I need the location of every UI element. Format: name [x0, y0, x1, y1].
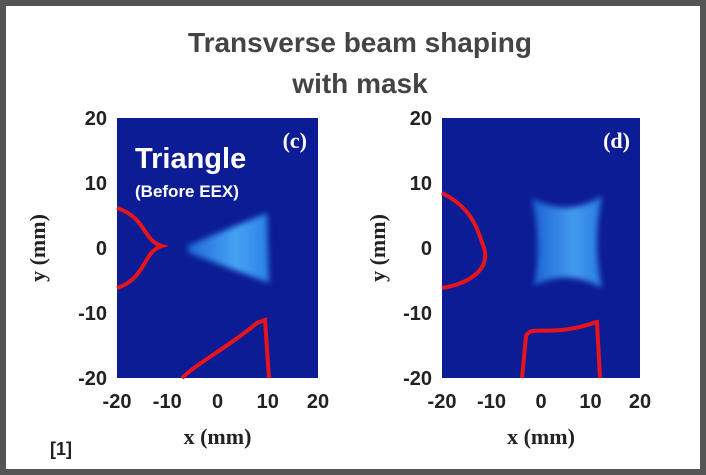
x-axis-label: x (mm): [507, 424, 575, 449]
panel-label: (c): [283, 128, 307, 153]
title: with mask: [291, 68, 428, 99]
x-tick-label: 10: [257, 391, 279, 413]
y-tick-label: -10: [403, 303, 432, 325]
page: Transverse beam shaping with mask Triang…: [0, 0, 706, 475]
y-axis-label: y (mm): [365, 214, 390, 282]
y-tick-label: -10: [78, 303, 107, 325]
panel-label: (d): [603, 128, 630, 153]
x-tick-label: -20: [103, 391, 132, 413]
y-tick-label: 20: [410, 108, 432, 130]
annotation: Triangle: [135, 143, 246, 175]
x-tick-label: 20: [629, 391, 651, 413]
y-tick-label: 10: [85, 173, 107, 195]
x-tick-label: 10: [579, 391, 601, 413]
y-tick-label: 0: [96, 238, 107, 260]
panel-image: [442, 118, 640, 378]
x-tick-label: -20: [428, 391, 457, 413]
y-tick-label: 20: [85, 108, 107, 130]
annotation-sub: (Before EEX): [135, 182, 239, 201]
y-tick-label: -20: [78, 368, 107, 390]
y-tick-label: -20: [403, 368, 432, 390]
x-tick-label: -10: [153, 391, 182, 413]
x-tick-label: 20: [307, 391, 329, 413]
y-tick-label: 10: [410, 173, 432, 195]
y-tick-label: 0: [421, 238, 432, 260]
x-tick-label: 0: [535, 391, 546, 413]
citation: [1]: [50, 439, 72, 459]
x-tick-label: -10: [477, 391, 506, 413]
title: Transverse beam shaping: [188, 27, 532, 58]
x-tick-label: 0: [212, 391, 223, 413]
slide: Transverse beam shaping with mask Triang…: [0, 0, 706, 475]
x-axis-label: x (mm): [184, 424, 252, 449]
y-axis-label: y (mm): [25, 214, 50, 282]
